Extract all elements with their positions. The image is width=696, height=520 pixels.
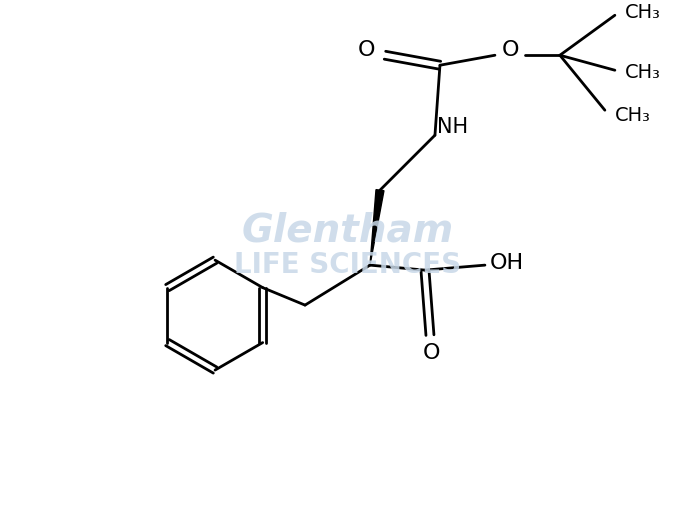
Text: O: O [358,40,376,60]
Text: O: O [423,343,441,363]
Polygon shape [370,190,384,265]
Text: CH₃: CH₃ [625,63,661,82]
Text: NH: NH [437,117,468,137]
Text: CH₃: CH₃ [615,106,651,125]
Text: OH: OH [490,253,524,273]
Text: LIFE SCIENCES: LIFE SCIENCES [235,251,461,279]
Text: CH₃: CH₃ [625,3,661,22]
Text: Glentham: Glentham [242,211,454,249]
Text: O: O [503,40,520,60]
